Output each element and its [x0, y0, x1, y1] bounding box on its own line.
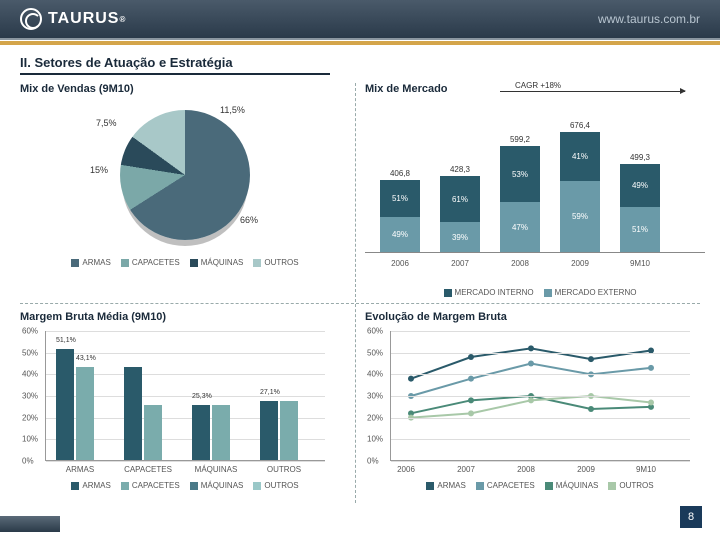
legend: MERCADO INTERNOMERCADO EXTERNO — [365, 288, 715, 297]
panel-title: Mix de Vendas (9M10) — [20, 83, 350, 95]
brand-logo: TAURUS ® — [20, 8, 126, 30]
footer-accent — [0, 516, 60, 532]
legend: ARMASCAPACETESMÁQUINASOUTROS — [365, 481, 715, 490]
panel-title: Evolução de Margem Bruta — [365, 311, 715, 323]
cagr-label: CAGR +18% — [515, 81, 561, 90]
grouped-bar-chart: 0%10%20%30%40%50%60%51,1%43,1%ARMASCAPAC… — [45, 331, 325, 461]
target-icon — [20, 8, 42, 30]
legend: ARMASCAPACETESMÁQUINASOUTROS — [20, 481, 350, 490]
site-url: www.taurus.com.br — [598, 12, 700, 26]
panel-margem-media: Margem Bruta Média (9M10) 0%10%20%30%40%… — [20, 311, 350, 501]
divider-horizontal — [20, 303, 700, 304]
legend: ARMASCAPACETESMÁQUINASOUTROS — [20, 258, 350, 267]
line-chart: 0%10%20%30%40%50%60%20062007200820099M10 — [390, 331, 690, 461]
section-title: II. Setores de Atuação e Estratégia — [20, 55, 330, 75]
pie-chart: 66%11,5%7,5%15% — [100, 110, 270, 240]
divider-vertical — [355, 83, 356, 503]
panel-title: Margem Bruta Média (9M10) — [20, 311, 350, 323]
panel-mix-vendas: Mix de Vendas (9M10) 66%11,5%7,5%15% ARM… — [20, 83, 350, 298]
panel-evolucao: Evolução de Margem Bruta 0%10%20%30%40%5… — [365, 311, 715, 501]
header-bar: TAURUS ® www.taurus.com.br — [0, 0, 720, 38]
panel-mix-mercado: Mix de Mercado CAGR +18% 51%49%406,82006… — [365, 83, 715, 298]
stacked-bar-chart: 51%49%406,8200661%39%428,3200753%47%599,… — [365, 115, 715, 270]
arrow-icon — [500, 91, 685, 92]
page-number: 8 — [680, 506, 702, 528]
brand-text: TAURUS — [48, 10, 119, 28]
